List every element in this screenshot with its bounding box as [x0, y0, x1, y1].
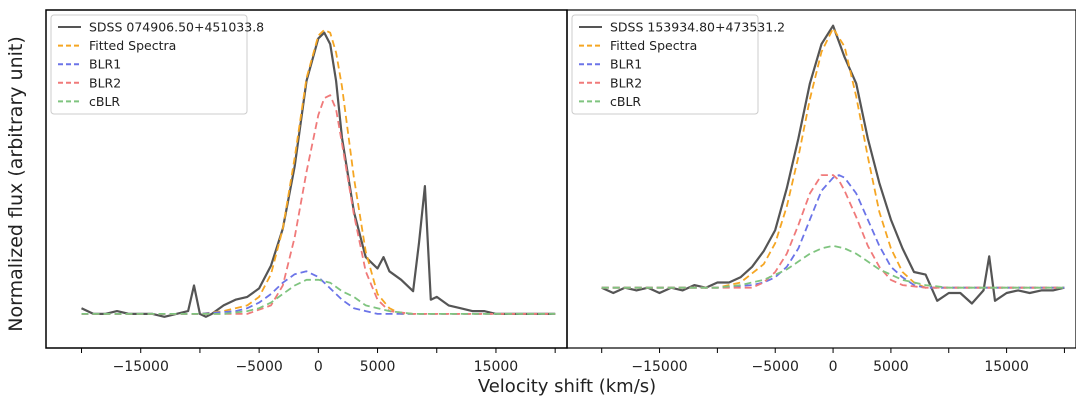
plot-frame: [566, 9, 1076, 349]
panels: −15000 −5000 0 5000 15000 SDSS 074906.50+4510…: [45, 9, 1076, 375]
legend-box: [571, 14, 759, 115]
x-tick-label: 0: [314, 359, 323, 375]
x-axis-label: Velocity shift (km/s): [478, 376, 656, 396]
x-tick-label: 5000: [873, 359, 909, 375]
x-tick-label: −15000: [113, 359, 169, 375]
series-line-fitted-spectra: [601, 27, 1065, 289]
series-line-sdss-153934-80-473531-2: [601, 24, 1065, 305]
series-line-blr2: [601, 174, 1065, 289]
panel-1: −15000 −5000 0 5000 15000 SDSS 074906.50+4510…: [45, 9, 568, 375]
x-tick-label: 0: [829, 359, 838, 375]
panel-2: −15000 −5000 0 5000 15000 SDSS 153934.80+4735…: [566, 9, 1076, 375]
legend-label: cBLR: [89, 94, 120, 109]
legend-label: BLR2: [610, 75, 642, 90]
x-tick-label: 5000: [360, 359, 396, 375]
series-line-cblr: [81, 278, 556, 315]
legend-box: [50, 14, 248, 115]
x-tick-label: −5000: [752, 359, 799, 375]
series-line-blr1: [601, 174, 1065, 289]
legend-label: Fitted Spectra: [610, 38, 697, 53]
x-tick-label: −5000: [235, 359, 282, 375]
y-axis-label: Normalized flux (arbitrary unit): [5, 36, 27, 332]
legend: SDSS 153934.80+473531.2 Fitted Spectra BLR…: [571, 14, 785, 115]
legend-label: BLR2: [89, 75, 121, 90]
x-tick-label: −15000: [631, 359, 687, 375]
legend-label: cBLR: [610, 94, 641, 109]
legend: SDSS 074906.50+451033.8 Fitted Spectra BLR…: [50, 14, 264, 115]
legend-label: BLR1: [610, 57, 642, 72]
series-line-cblr: [601, 244, 1065, 289]
x-tick-label: 15000: [984, 359, 1029, 375]
series-line-blr1: [81, 270, 556, 315]
legend-label: BLR1: [89, 57, 121, 72]
x-tick-label: 15000: [474, 359, 519, 375]
legend-label: SDSS 153934.80+473531.2: [610, 20, 785, 35]
legend-label: SDSS 074906.50+451033.8: [89, 20, 264, 35]
legend-label: Fitted Spectra: [89, 38, 176, 53]
series-line-blr2: [81, 94, 556, 315]
